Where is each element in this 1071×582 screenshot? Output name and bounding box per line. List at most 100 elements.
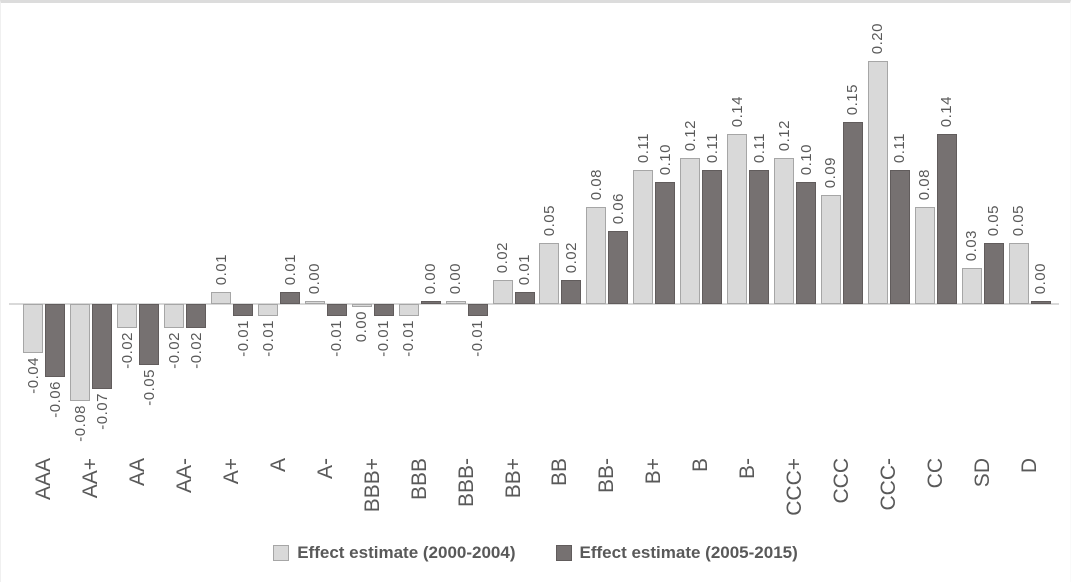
bar-series0-BB <box>539 243 560 304</box>
legend-swatch-light-icon <box>273 545 290 561</box>
legend-item-2005-2015: Effect estimate (2005-2015) <box>555 543 798 563</box>
value-label-series1-A-: -0.01 <box>328 320 346 357</box>
value-label-series0-BBB: -0.01 <box>400 320 418 357</box>
bar-series0-CCC+ <box>774 158 794 304</box>
bar-series1-B- <box>749 170 770 304</box>
legend-label-2000-2004: Effect estimate (2000-2004) <box>297 543 516 562</box>
bar-series0-AAA <box>23 304 44 353</box>
bar-series0-B- <box>727 134 748 304</box>
category-label-BB: BB <box>548 458 572 487</box>
bar-series0-A <box>258 304 278 316</box>
bar-series1-AA- <box>186 304 207 328</box>
value-label-series1-AAA: -0.06 <box>46 381 64 418</box>
bar-series1-BBB+ <box>373 304 394 316</box>
category-label-A+: A+ <box>220 458 244 485</box>
plot-area: -0.04 -0.06 AAA -0.08 -0.07 AA+ -0.02 -0.05 AA -0… <box>1 3 1070 582</box>
bar-series0-BB+ <box>492 280 513 304</box>
value-label-series0-BB+: 0.02 <box>494 241 512 273</box>
category-label-CCC+: CCC+ <box>783 458 806 516</box>
value-label-series1-B+: 0.10 <box>656 143 674 175</box>
category-label-B-: B- <box>736 458 760 479</box>
bar-series0-BBB- <box>445 301 466 304</box>
category-label-AA-: AA- <box>173 458 197 494</box>
bar-series0-AA <box>117 304 138 328</box>
legend: Effect estimate (2000-2004) Effect estim… <box>1 543 1070 563</box>
value-label-series0-A+: 0.01 <box>212 253 230 285</box>
bar-series1-A- <box>326 304 347 316</box>
category-label-B+: B+ <box>642 458 666 485</box>
value-label-series0-AAA: -0.04 <box>24 357 42 394</box>
value-label-series1-SD: 0.05 <box>985 204 1003 236</box>
category-label-BB-: BB- <box>595 458 619 494</box>
bar-series1-D <box>1030 301 1051 304</box>
category-label-AA: AA <box>126 458 150 487</box>
value-label-series0-B: 0.12 <box>681 119 699 151</box>
value-label-series1-A: 0.01 <box>281 253 299 285</box>
bar-series1-B <box>702 170 723 304</box>
bar-series1-SD <box>983 243 1004 304</box>
value-label-series0-BB-: 0.08 <box>587 168 605 200</box>
category-label-A: A <box>267 458 290 473</box>
category-label-AAA: AAA <box>32 458 56 501</box>
bar-series0-CCC- <box>867 61 888 304</box>
bar-series1-A+ <box>233 304 254 316</box>
bar-series1-BB+ <box>514 292 535 304</box>
value-label-series0-CCC-: 0.20 <box>869 22 887 54</box>
legend-swatch-dark-icon <box>555 545 572 561</box>
bar-series0-AA- <box>164 304 185 328</box>
category-label-CC: CC <box>923 458 947 489</box>
value-label-series1-B-: 0.11 <box>750 132 768 163</box>
bar-series1-CCC <box>842 122 863 304</box>
category-label-BBB-: BBB- <box>454 458 478 508</box>
category-label-BB+: BB+ <box>501 458 525 499</box>
value-label-series1-BBB-: -0.01 <box>469 320 487 357</box>
bar-series0-B+ <box>633 170 654 304</box>
bar-series1-AAA <box>45 304 66 377</box>
value-label-series0-AA: -0.02 <box>118 332 136 369</box>
value-label-series1-CCC+: 0.10 <box>797 143 815 175</box>
bar-series0-AA+ <box>70 304 91 401</box>
bar-series0-CC <box>914 207 935 304</box>
bar-series1-B+ <box>655 182 676 304</box>
bar-series1-CC <box>936 134 957 304</box>
category-label-AA+: AA+ <box>79 458 103 499</box>
bar-series0-SD <box>961 268 982 304</box>
value-label-series0-CCC+: 0.12 <box>775 119 793 151</box>
value-label-series0-BBB+: 0.00 <box>353 311 371 343</box>
value-label-series0-D: 0.05 <box>1010 204 1028 236</box>
category-label-BBB: BBB <box>407 458 431 501</box>
category-label-BBB+: BBB+ <box>360 458 384 513</box>
value-label-series0-SD: 0.03 <box>963 229 981 261</box>
legend-label-2005-2015: Effect estimate (2005-2015) <box>579 543 798 562</box>
category-label-SD: SD <box>970 458 994 488</box>
bar-series0-D <box>1008 243 1029 304</box>
value-label-series1-D: 0.00 <box>1032 262 1050 294</box>
value-label-series1-AA+: -0.07 <box>93 393 111 430</box>
value-label-series1-CC: 0.14 <box>938 95 956 127</box>
value-label-series0-AA-: -0.02 <box>165 332 183 369</box>
category-label-CCC-: CCC- <box>876 458 900 511</box>
value-label-series0-CCC: 0.09 <box>822 156 840 188</box>
value-label-series1-CCC-: 0.11 <box>891 132 909 163</box>
category-label-D: D <box>1017 458 1041 474</box>
bar-series1-BB <box>561 280 582 304</box>
category-label-CCC: CCC <box>829 458 853 504</box>
bar-series0-CCC <box>820 195 841 304</box>
value-label-series1-AA: -0.05 <box>140 369 158 406</box>
value-label-series0-B+: 0.11 <box>634 132 652 163</box>
bar-series1-BBB <box>420 301 441 304</box>
bar-series0-A+ <box>211 292 232 304</box>
value-label-series1-BB: 0.02 <box>562 241 580 273</box>
value-label-series1-CCC: 0.15 <box>844 83 862 115</box>
category-label-A-: A- <box>313 458 337 479</box>
bar-series0-BBB <box>398 304 419 316</box>
value-label-series1-B: 0.11 <box>703 132 721 163</box>
value-label-series1-BBB: 0.00 <box>422 262 440 294</box>
value-label-series0-A-: 0.00 <box>306 262 324 294</box>
value-label-series0-CC: 0.08 <box>916 168 934 200</box>
value-label-series0-BBB-: 0.00 <box>447 262 465 294</box>
bar-series1-A <box>280 292 300 304</box>
value-label-series1-BB+: 0.01 <box>516 253 534 285</box>
bar-series0-A- <box>304 301 325 304</box>
